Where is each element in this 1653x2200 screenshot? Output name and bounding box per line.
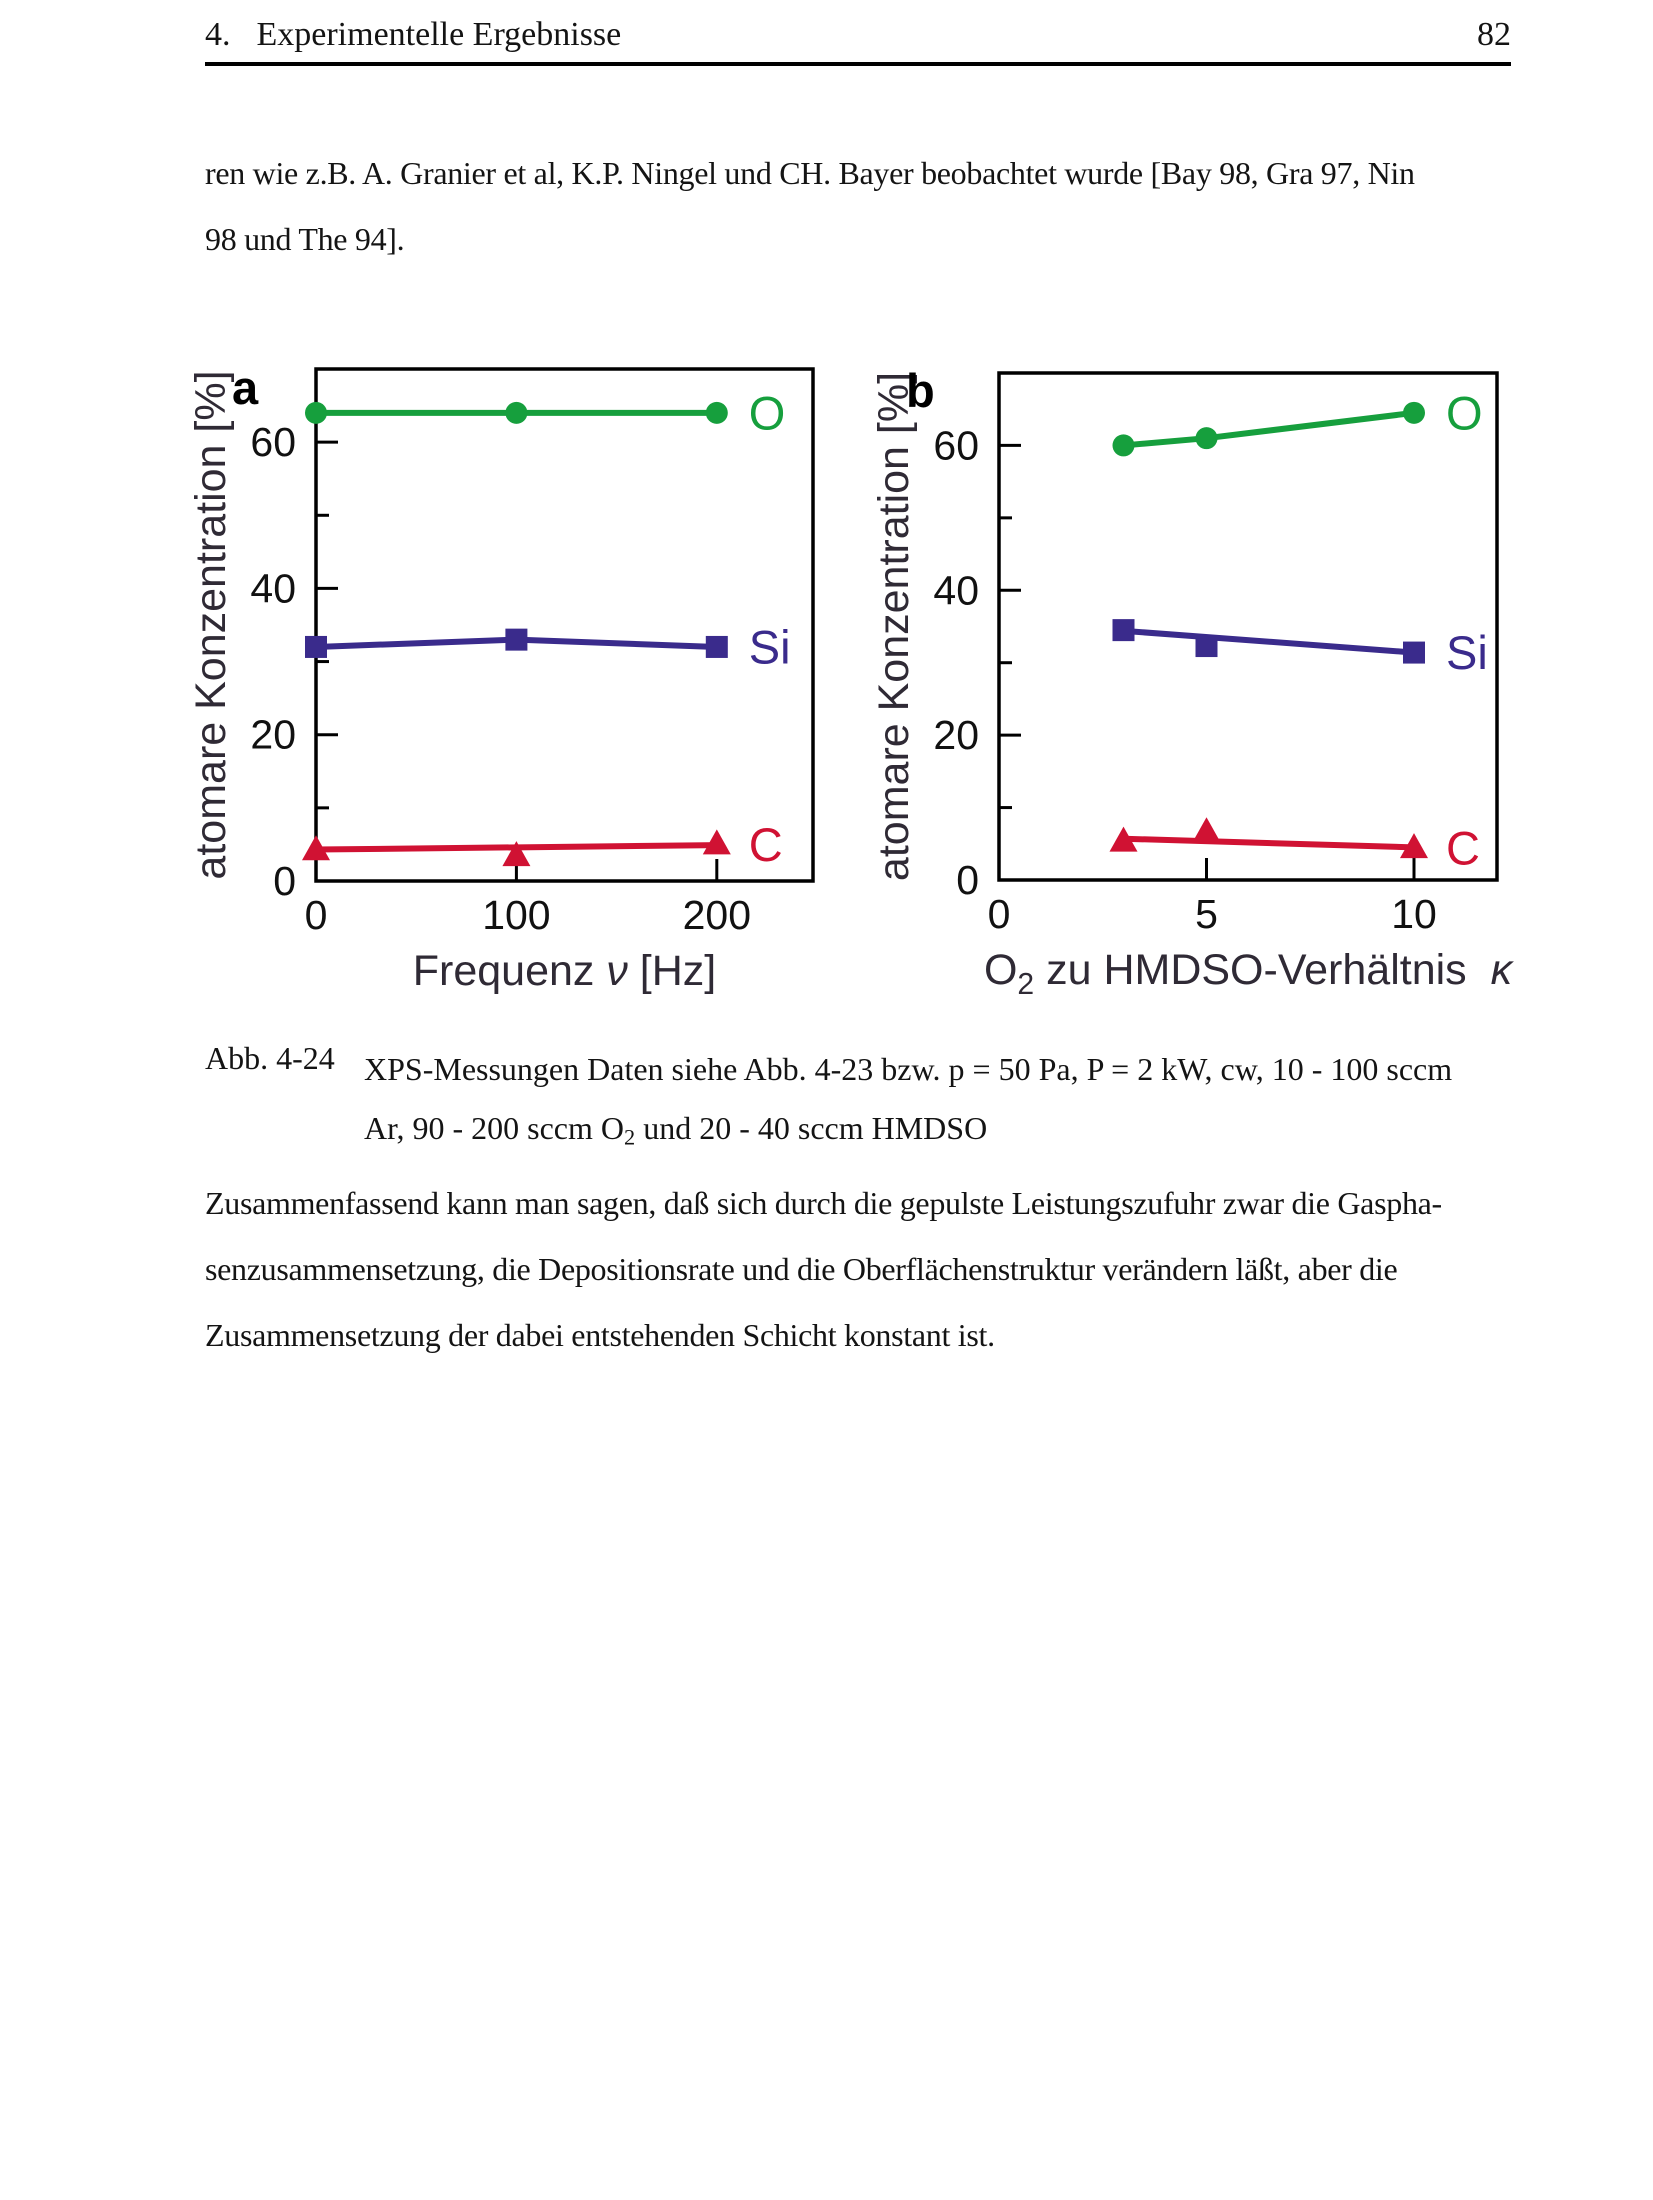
chart-a-C-marker: [302, 835, 330, 861]
chart-b-x-axis-title: O2 zu HMDSO-Verhältnis κ: [984, 946, 1515, 1001]
paragraph-intro: ren wie z.B. A. Granier et al, K.P. Ning…: [205, 140, 1515, 272]
chart-a-O-marker: [705, 401, 728, 424]
text-part: und 20 - 40 sccm HMDSO: [635, 1110, 988, 1146]
chart-b-series-C: C: [1109, 817, 1480, 875]
chart-b-series-O-line: [1123, 409, 1415, 449]
chart-b-O-marker: [1195, 427, 1218, 450]
chart-a-y-axis-title: atomare Konzentration [%]: [187, 370, 235, 879]
subscript-text: 2: [624, 1124, 636, 1150]
chart-b-ticks: 0 20 40 60 0 5 10: [933, 422, 1436, 937]
caption-line-1: XPS-Messungen Daten siehe Abb. 4-23 bzw.…: [364, 1051, 1453, 1087]
chart-a-series-Si: Si: [305, 620, 791, 673]
figure-caption-text: XPS-Messungen Daten siehe Abb. 4-23 bzw.…: [364, 1040, 1452, 1167]
chart-b-xtick-label-5: 5: [1195, 891, 1218, 937]
text-line: senzusammensetzung, die Depositionsrate …: [205, 1251, 1398, 1287]
chart-a-O-marker: [505, 401, 528, 424]
chart-b-C-marker: [1109, 826, 1138, 852]
chart-b-ytick-label-40: 40: [933, 567, 979, 613]
chart-b-O-marker: [1112, 434, 1135, 457]
chart-b-series-Si-line: [1123, 627, 1415, 656]
chart-b-series-label-O: O: [1446, 386, 1483, 439]
chart-a-Si-marker: [705, 635, 728, 658]
chart-a-O-marker: [305, 401, 327, 424]
page-header: 4. Experimentelle Ergebnisse 82: [205, 16, 1511, 54]
chart-a: 0 20 40 60 0 100 200 Frequenz ν [Hz] atomare Kon…: [187, 361, 815, 995]
text-line: 98 und The 94].: [205, 221, 405, 257]
chart-b-series-label-Si: Si: [1446, 626, 1488, 679]
chart-b-O-marker: [1403, 401, 1425, 424]
chart-a-ticks: 0 20 40 60 0 100 200: [250, 419, 751, 938]
paragraph-summary: Zusammenfassend kann man sagen, daß sich…: [205, 1170, 1515, 1368]
chart-a-series-C: C: [302, 818, 783, 871]
chart-b-xtick-label-0: 0: [988, 891, 1011, 937]
chart-a-series-label-O: O: [749, 386, 786, 439]
chart-b-C-marker: [1400, 833, 1428, 859]
chart-a-x-axis-title: Frequenz ν [Hz]: [413, 947, 717, 995]
text-part: Ar, 90 - 200 sccm O: [364, 1110, 624, 1146]
chart-a-Si-marker: [305, 635, 327, 658]
chart-a-xtick-label-200: 200: [683, 892, 751, 938]
chart-b-series-O: O: [1112, 386, 1483, 457]
chart-a-ytick-label-60: 60: [250, 419, 296, 465]
chart-b-ytick-label-60: 60: [933, 422, 979, 468]
text-line: ren wie z.B. A. Granier et al, K.P. Ning…: [205, 155, 1415, 191]
text-line: Zusammenfassend kann man sagen, daß sich…: [205, 1185, 1442, 1221]
chart-b-series-Si: Si: [1112, 619, 1488, 679]
chart-b-panel-label: b: [906, 364, 935, 417]
chart-a-panel-label: a: [232, 361, 259, 414]
chapter-title: Experimentelle Ergebnisse: [256, 16, 622, 53]
chart-a-xtick-label-0: 0: [305, 892, 328, 938]
chart-a-xtick-label-100: 100: [482, 892, 550, 938]
chart-a-ytick-label-0: 0: [273, 858, 296, 904]
chart-b-Si-marker: [1195, 635, 1218, 658]
caption-line-2: Ar, 90 - 200 sccm O2 und 20 - 40 sccm HM…: [364, 1099, 1452, 1167]
chart-b-Si-marker: [1112, 619, 1135, 642]
chart-b-ytick-label-0: 0: [956, 857, 979, 903]
chart-a-frame: [314, 367, 815, 883]
chart-a-series-O: O: [305, 386, 785, 439]
chart-b: 0 20 40 60 0 5 10 O2 zu HMDSO-Verhältnis κ atoma…: [870, 364, 1515, 1001]
chart-a-C-marker: [702, 829, 731, 855]
figure-caption-label: Abb. 4-24: [205, 1040, 335, 1076]
chart-b-xtick-label-10: 10: [1391, 891, 1437, 937]
chart-a-Si-marker: [505, 628, 528, 651]
chart-b-y-axis-title: atomare Konzentration [%]: [870, 372, 918, 881]
chart-a-ytick-label-40: 40: [250, 565, 296, 611]
chart-b-frame: [997, 371, 1499, 882]
header-rule: [205, 62, 1511, 66]
chart-b-ytick-label-20: 20: [933, 712, 979, 758]
page-number: 82: [1477, 16, 1511, 53]
chart-b-Si-marker: [1403, 641, 1425, 664]
chart-a-series-label-Si: Si: [749, 620, 791, 673]
chart-a-ytick-label-20: 20: [250, 712, 296, 758]
text-line: Zusammensetzung der dabei entstehenden S…: [205, 1317, 995, 1353]
chart-b-series-C-line: [1123, 835, 1415, 851]
chapter-number: 4.: [205, 16, 231, 53]
chart-a-C-marker: [502, 841, 531, 867]
chart-b-C-marker: [1192, 817, 1221, 843]
chart-a-series-label-C: C: [749, 818, 783, 871]
chart-b-series-label-C: C: [1446, 822, 1480, 875]
